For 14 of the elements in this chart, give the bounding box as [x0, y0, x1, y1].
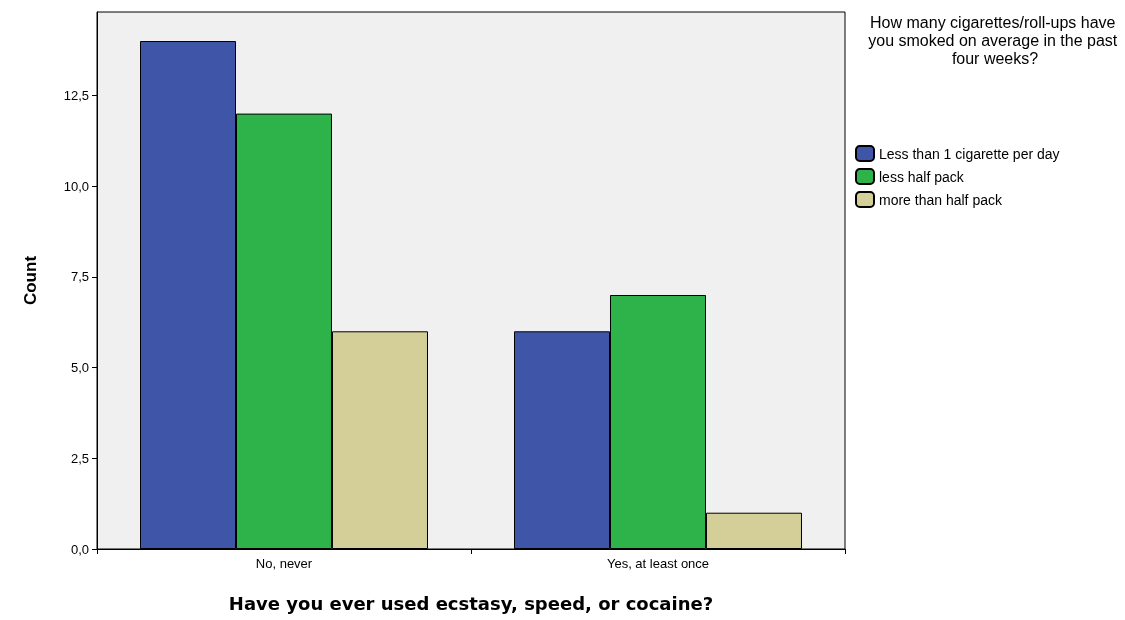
- y-tick-label: 5,0: [70, 360, 89, 376]
- x-axis-title: Have you ever used ecstasy, speed, or cocaine?: [228, 592, 714, 614]
- y-tick-label: 0,0: [70, 541, 89, 557]
- y-axis-title: Count: [21, 255, 40, 306]
- legend-label: less half pack: [879, 168, 965, 185]
- y-tick-label: 2,5: [70, 450, 89, 466]
- y-tick-label: 7,5: [70, 269, 89, 285]
- legend-label: Less than 1 cigarette per day: [879, 145, 1060, 162]
- y-tick-label: 10,0: [63, 178, 89, 194]
- x-tick-label: Yes, at least once: [606, 556, 710, 571]
- y-tick-label: 12,5: [63, 87, 89, 103]
- x-tick-label: No, never: [255, 556, 313, 571]
- legend-label: more than half pack: [879, 191, 1003, 208]
- legend-title: How many cigarettes/roll-ups have you smoked on average in the past four weeks?: [868, 13, 1122, 67]
